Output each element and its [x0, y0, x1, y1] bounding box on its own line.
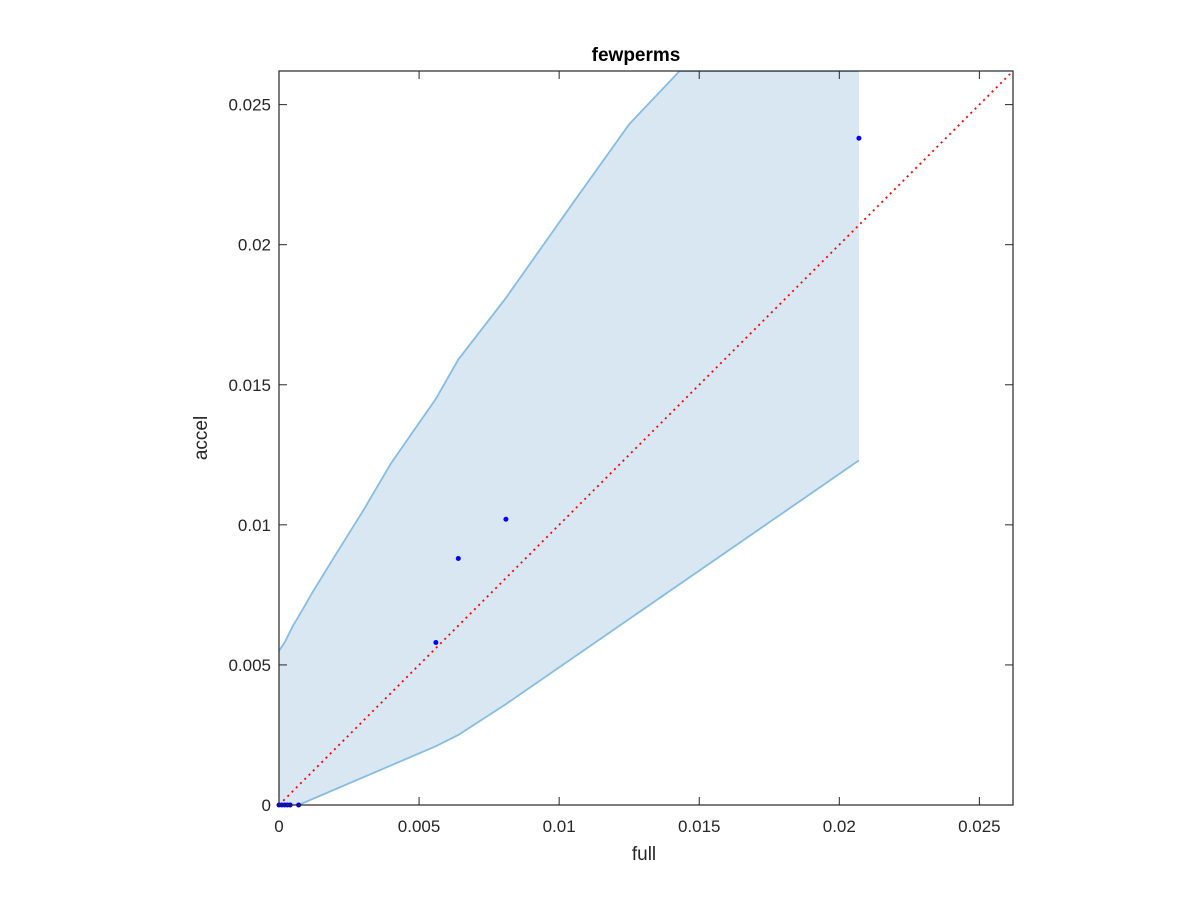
x-tick-label: 0 — [274, 817, 283, 836]
x-axis-label: full — [632, 844, 656, 865]
identity-dotted-line — [279, 71, 1013, 805]
y-tick-label: 0 — [262, 796, 271, 815]
plot-frame — [278, 70, 1014, 806]
scatter-points — [276, 135, 862, 808]
chart-title: fewperms — [592, 45, 681, 66]
y-tick-label: 0.015 — [228, 376, 271, 395]
y-tick-label: 0.02 — [238, 236, 271, 255]
y-tick-label: 0.025 — [228, 96, 271, 115]
y-tick-label: 0.01 — [238, 516, 271, 535]
band-lower-edge — [279, 459, 860, 805]
x-tick-label: 0.015 — [678, 817, 721, 836]
data-point — [503, 516, 509, 522]
identity-line — [279, 71, 1013, 805]
data-point — [433, 640, 439, 646]
band-upper-edge — [279, 71, 859, 652]
x-tick-label: 0.025 — [958, 817, 1001, 836]
x-tick-label: 0.02 — [823, 817, 856, 836]
axes: 0 0.005 0.01 0.015 0.02 0.025 0 0.005 0.01 0.015 0… — [228, 70, 1014, 836]
data-point — [856, 135, 862, 141]
y-tick-label: 0.005 — [228, 656, 271, 675]
y-axis-label: accel — [191, 416, 212, 460]
x-tick-label: 0.01 — [543, 817, 576, 836]
data-point — [455, 555, 461, 561]
x-tick-label: 0.005 — [398, 817, 441, 836]
confidence-band — [279, 71, 860, 805]
band-fill — [279, 71, 859, 805]
